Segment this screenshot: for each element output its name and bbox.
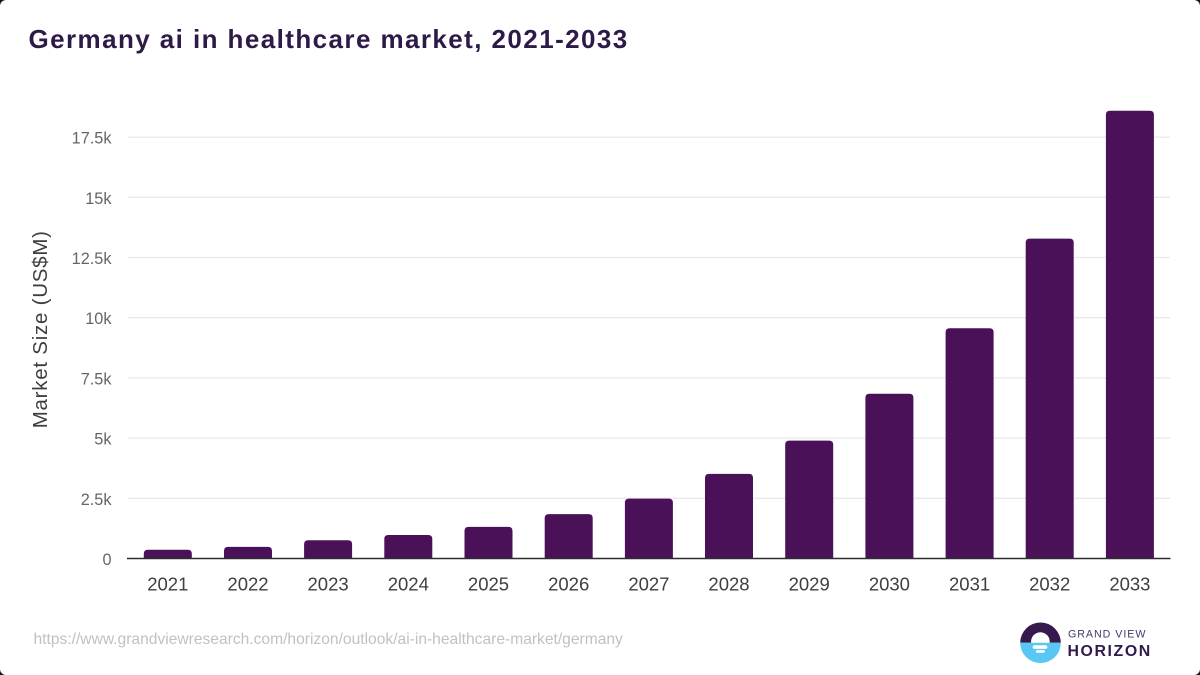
svg-text:GRAND VIEW: GRAND VIEW — [1068, 629, 1146, 641]
svg-text:2028: 2028 — [708, 574, 749, 595]
svg-text:2024: 2024 — [388, 574, 429, 595]
svg-text:0: 0 — [102, 551, 111, 569]
svg-text:2021: 2021 — [147, 574, 188, 595]
svg-text:15k: 15k — [85, 190, 112, 208]
svg-text:2.5k: 2.5k — [81, 491, 113, 509]
svg-text:2022: 2022 — [227, 574, 268, 595]
svg-text:17.5k: 17.5k — [72, 130, 113, 148]
svg-text:2029: 2029 — [789, 574, 830, 595]
svg-text:10k: 10k — [85, 310, 112, 328]
svg-text:5k: 5k — [94, 431, 112, 449]
svg-text:2023: 2023 — [308, 574, 349, 595]
svg-text:2026: 2026 — [548, 574, 589, 595]
svg-text:2032: 2032 — [1029, 574, 1070, 595]
svg-text:2025: 2025 — [468, 574, 509, 595]
svg-text:2027: 2027 — [628, 574, 669, 595]
svg-text:2030: 2030 — [869, 574, 910, 595]
svg-text:HORIZON: HORIZON — [1068, 643, 1152, 660]
svg-text:12.5k: 12.5k — [72, 250, 113, 268]
svg-text:Market Size (US$M): Market Size (US$M) — [29, 230, 52, 428]
svg-text:2033: 2033 — [1109, 574, 1150, 595]
svg-text:7.5k: 7.5k — [81, 370, 113, 388]
svg-text:2031: 2031 — [949, 574, 990, 595]
